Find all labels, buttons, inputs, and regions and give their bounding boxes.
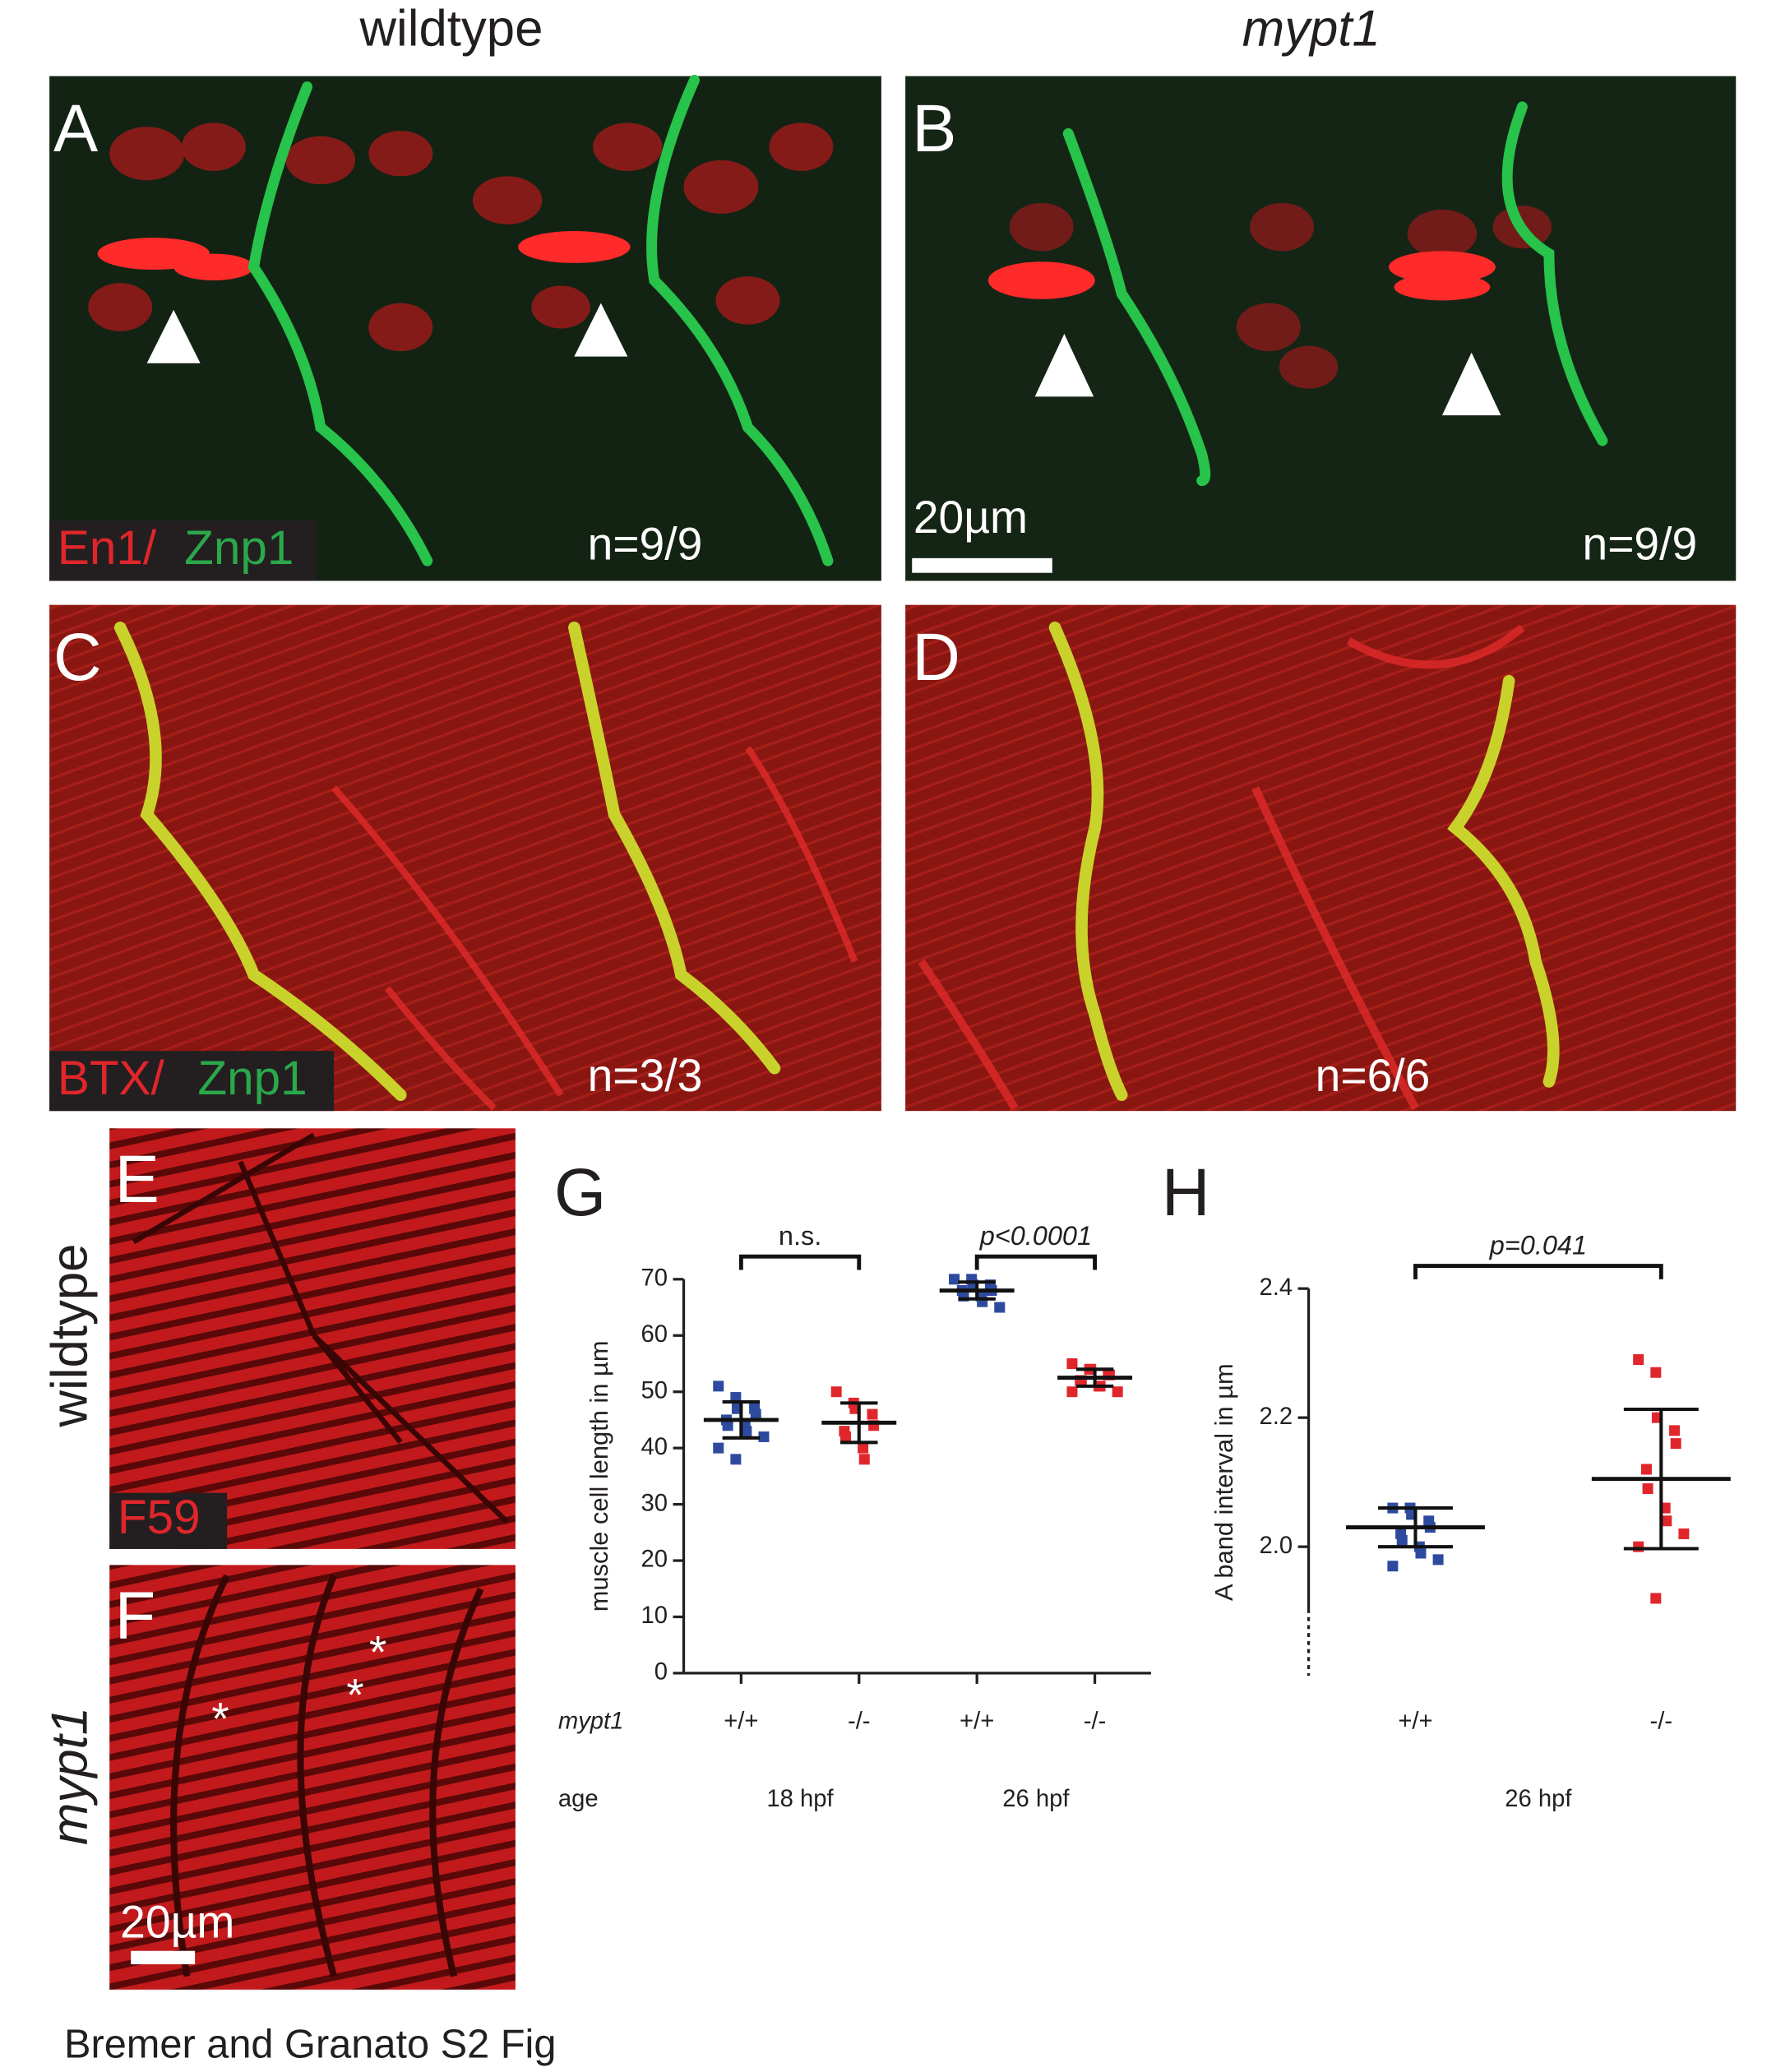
- data-point: [867, 1408, 878, 1420]
- y-tick-label: 20: [641, 1547, 668, 1573]
- column-header: mypt1: [1242, 0, 1381, 57]
- stain-label: Znp1: [197, 1052, 307, 1105]
- data-point: [858, 1454, 870, 1465]
- data-point: [730, 1454, 742, 1465]
- panel-letter: D: [912, 620, 960, 695]
- panel-letter: E: [115, 1142, 160, 1217]
- y-tick-label: 2.4: [1259, 1274, 1293, 1301]
- stain-label: En1/: [58, 521, 157, 575]
- y-tick-label: 2.2: [1259, 1404, 1293, 1430]
- x-tick-label: +/+: [1398, 1709, 1432, 1735]
- y-tick-label: 70: [641, 1265, 668, 1292]
- panel-letter: A: [53, 91, 98, 166]
- y-tick-label: 50: [641, 1377, 668, 1404]
- comparison-label: p<0.0001: [979, 1221, 1092, 1251]
- data-point: [840, 1431, 852, 1442]
- data-point: [1066, 1386, 1078, 1398]
- data-point: [1112, 1386, 1123, 1398]
- comparison-label: p=0.041: [1489, 1230, 1587, 1260]
- data-point: [722, 1420, 733, 1431]
- data-point: [1642, 1483, 1653, 1495]
- stain-label: Znp1: [184, 521, 294, 575]
- data-point: [1650, 1593, 1662, 1604]
- y-tick-label: 40: [641, 1434, 668, 1460]
- row-label: age: [558, 1786, 599, 1812]
- asterisk: *: [211, 1694, 229, 1745]
- age-label: 26 hpf: [1002, 1786, 1070, 1812]
- data-point: [1396, 1534, 1408, 1546]
- data-point: [1387, 1561, 1399, 1572]
- data-point: [1678, 1528, 1690, 1539]
- data-point: [750, 1408, 761, 1420]
- sample-count: n=9/9: [588, 518, 703, 569]
- data-point: [1670, 1438, 1681, 1450]
- data-point: [1432, 1554, 1444, 1566]
- y-tick-label: 10: [641, 1603, 668, 1629]
- scale-bar-label: 20µm: [120, 1896, 234, 1947]
- data-point: [730, 1392, 742, 1404]
- data-point: [758, 1431, 770, 1442]
- panel-b: 20µm n=9/9 B: [905, 76, 1737, 581]
- x-tick-label: -/-: [1650, 1709, 1673, 1735]
- comparison-bracket: [974, 1254, 1097, 1270]
- panel-letter: F: [115, 1579, 156, 1653]
- x-tick-label: -/-: [848, 1709, 871, 1735]
- panel-letter: C: [53, 620, 102, 695]
- age-label: 18 hpf: [766, 1786, 834, 1812]
- comparison-bracket: [1413, 1264, 1663, 1279]
- panel-c: BTX/ Znp1 n=3/3 C: [49, 604, 881, 1112]
- y-axis-label: muscle cell length in µm: [585, 1340, 613, 1612]
- y-axis-label: A band interval in µm: [1209, 1363, 1238, 1601]
- data-point: [1640, 1464, 1652, 1475]
- data-point: [949, 1274, 960, 1285]
- data-point: [1633, 1541, 1644, 1552]
- caption: Bremer and Granato S2 Fig: [64, 2023, 556, 2067]
- data-point: [1669, 1425, 1681, 1436]
- asterisk: *: [369, 1626, 386, 1677]
- data-point: [1650, 1367, 1662, 1378]
- data-point: [1066, 1357, 1078, 1369]
- panel-letter: G: [554, 1155, 606, 1230]
- comparison-label: n.s.: [779, 1221, 821, 1251]
- x-tick-label: +/+: [724, 1709, 758, 1735]
- y-tick-label: 2.0: [1259, 1533, 1293, 1559]
- row-label: wildtype: [42, 1244, 99, 1428]
- panel-f: * * * 20µm F mypt1: [42, 1565, 516, 1990]
- data-point: [994, 1302, 1006, 1313]
- data-point: [1415, 1547, 1427, 1559]
- y-tick-label: 30: [641, 1490, 668, 1516]
- comparison-bracket: [738, 1254, 862, 1270]
- column-header: wildtype: [358, 0, 543, 57]
- y-tick-label: 0: [654, 1659, 668, 1686]
- asterisk: *: [346, 1669, 363, 1720]
- sample-count: n=3/3: [588, 1050, 703, 1101]
- panel-letter: B: [912, 91, 956, 166]
- data-point: [1633, 1354, 1644, 1366]
- panel-e: F59 E wildtype: [42, 1128, 516, 1549]
- x-tick-label: -/-: [1084, 1709, 1107, 1735]
- data-point: [713, 1381, 724, 1392]
- data-point: [741, 1426, 752, 1437]
- stain-label: BTX/: [58, 1052, 165, 1105]
- age-label: 26 hpf: [1505, 1786, 1572, 1812]
- row-label: mypt1: [558, 1709, 624, 1735]
- stain-label: F59: [118, 1491, 201, 1544]
- x-tick-label: +/+: [960, 1709, 994, 1735]
- panel-d: n=6/6 D: [905, 604, 1737, 1112]
- y-tick-label: 60: [641, 1321, 668, 1348]
- scale-bar-label: 20µm: [913, 492, 1028, 543]
- panel-a: En1/ Znp1 n=9/9 A: [49, 74, 881, 581]
- panel-letter: H: [1162, 1155, 1210, 1230]
- sample-count: n=6/6: [1316, 1050, 1431, 1101]
- data-point: [830, 1386, 842, 1398]
- row-label: mypt1: [42, 1707, 99, 1845]
- data-point: [858, 1442, 869, 1454]
- data-point: [1661, 1515, 1672, 1527]
- data-point: [713, 1442, 724, 1454]
- sample-count: n=9/9: [1582, 518, 1697, 569]
